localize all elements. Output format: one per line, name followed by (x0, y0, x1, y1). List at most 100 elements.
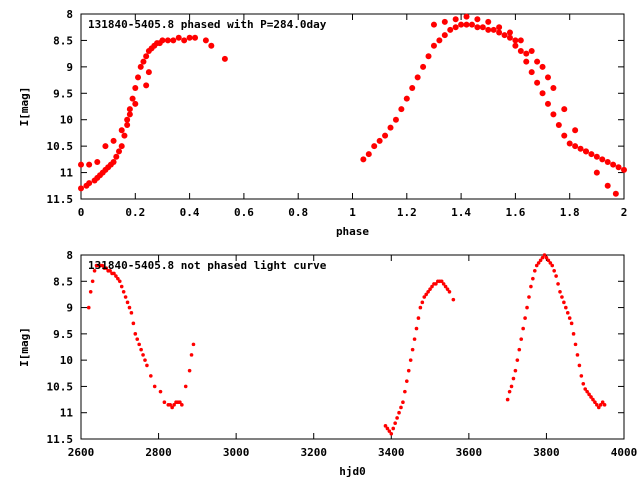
phased-data-point (86, 161, 93, 168)
phased-data-point (143, 82, 150, 89)
phased-data-point (506, 29, 513, 36)
unphased-data-point (532, 268, 537, 273)
unphased-data-point (587, 392, 591, 397)
unphased-data-point (418, 305, 423, 310)
unphased-data-point (560, 295, 564, 299)
phased-data-point (140, 58, 147, 65)
unphased-data-point (515, 358, 520, 362)
phased-data-point (555, 122, 562, 128)
unphased-data-point (581, 382, 586, 386)
unphased-data-point (517, 347, 522, 352)
unphased-data-point (583, 387, 588, 391)
unphased-data-point (187, 368, 192, 373)
phased-data-point (501, 32, 508, 39)
unphased-plot-frame (80, 254, 625, 440)
unphased-data-point (112, 271, 116, 276)
unphased-data-point (589, 395, 593, 399)
unphased-data-point (397, 410, 401, 415)
unphased-data-point (575, 353, 580, 357)
phased-data-point (371, 143, 378, 150)
unphased-x-tick-label: 3000 (223, 446, 250, 459)
phased-data-point (420, 63, 427, 70)
phased-data-point (544, 100, 551, 107)
unphased-data-point (595, 403, 599, 407)
unphased-x-axis-label: hjd0 (339, 465, 366, 478)
unphased-y-tick-label: 8 (66, 249, 73, 262)
unphased-x-tick-label: 2800 (145, 446, 172, 459)
unphased-data-point (408, 358, 413, 362)
phased-data-point (159, 37, 166, 44)
phased-data-point (382, 132, 389, 139)
phased-data-point (528, 69, 535, 76)
phased-data-point (528, 48, 535, 54)
unphased-data-point (117, 279, 122, 284)
unphased-data-point (387, 429, 392, 433)
unphased-data-point (596, 405, 601, 410)
phased-data-point (485, 18, 492, 25)
unphased-data-point (521, 326, 525, 331)
unphased-data-point (391, 426, 396, 431)
phased-data-point (458, 21, 465, 28)
phased-data-point (143, 53, 150, 60)
unphased-data-point (538, 258, 543, 263)
phased-data-point (121, 132, 128, 139)
phased-data-point (110, 137, 117, 144)
unphased-data-point (121, 290, 126, 294)
unphased-data-point (168, 403, 173, 407)
unphased-data-point (412, 337, 417, 341)
phased-data-point (192, 34, 199, 41)
unphased-data-point (416, 316, 421, 320)
unphased-data-point (189, 353, 194, 357)
unphased-data-point (544, 255, 549, 260)
phased-y-axis-ticks: 8 8.5 9 9.5 10 10.5 11 11.5 (47, 8, 624, 206)
unphased-data-point (191, 342, 196, 347)
unphased-data-point (554, 274, 558, 278)
unphased-data-point (552, 268, 556, 273)
phased-data-point (517, 37, 524, 44)
phased-data-point (604, 182, 611, 189)
phased-data-point (403, 95, 410, 102)
phased-data-point (593, 153, 600, 160)
unphased-y-tick-label: 10.5 (47, 380, 74, 393)
phased-data-point (175, 34, 182, 41)
unphased-data-point (505, 397, 510, 402)
phased-x-tick-label: 0.6 (234, 206, 254, 219)
phased-x-tick-label: 2 (621, 206, 628, 219)
phased-data-point (430, 21, 437, 28)
unphased-x-axis-ticks: 2600 2800 3000 3200 3400 3600 3800 4000 (68, 255, 637, 459)
unphased-y-tick-label: 9 (66, 302, 73, 315)
unphased-data-point (548, 261, 553, 265)
unphased-data-point (424, 292, 428, 297)
unphased-light-curve-panel: 8 8.5 9 9.5 10 10.5 11 11.5 2600 2800 3000 3200 340… (18, 249, 637, 478)
phased-data-point (94, 159, 101, 165)
phased-x-axis-ticks: 0 0.2 0.4 0.6 0.8 1 1.2 1.4 1.6 1.8 2 (78, 14, 628, 219)
phased-data-point (414, 74, 421, 81)
phased-data-point (566, 140, 573, 147)
unphased-data-point (133, 332, 138, 336)
phased-data-point (409, 85, 416, 91)
unphased-data-point (401, 400, 405, 405)
unphased-data-point (116, 276, 120, 281)
phased-chart-title: 131840-5405.8 phased with P=284.0day (88, 18, 327, 31)
unphased-data-point (598, 403, 603, 407)
phased-data-point (78, 185, 84, 192)
phased-data-point (145, 69, 152, 76)
phased-data-point (588, 151, 595, 158)
unphased-data-point (556, 282, 560, 286)
phased-data-point (126, 106, 133, 113)
unphased-data-point (447, 290, 452, 294)
unphased-data-point (92, 268, 97, 273)
unphased-data-point (410, 347, 415, 352)
phased-data-point (523, 58, 530, 65)
unphased-data-point (511, 376, 516, 381)
phased-data-point (496, 24, 503, 31)
phased-data-point (116, 148, 123, 155)
phased-data-point (599, 156, 606, 163)
phased-y-tick-label: 11 (60, 167, 74, 180)
phased-x-tick-label: 0.2 (125, 206, 145, 219)
unphased-data-point (600, 400, 605, 405)
unphased-data-point (527, 295, 531, 299)
unphased-y-tick-label: 11.5 (47, 433, 74, 446)
phased-data-point (490, 26, 497, 33)
